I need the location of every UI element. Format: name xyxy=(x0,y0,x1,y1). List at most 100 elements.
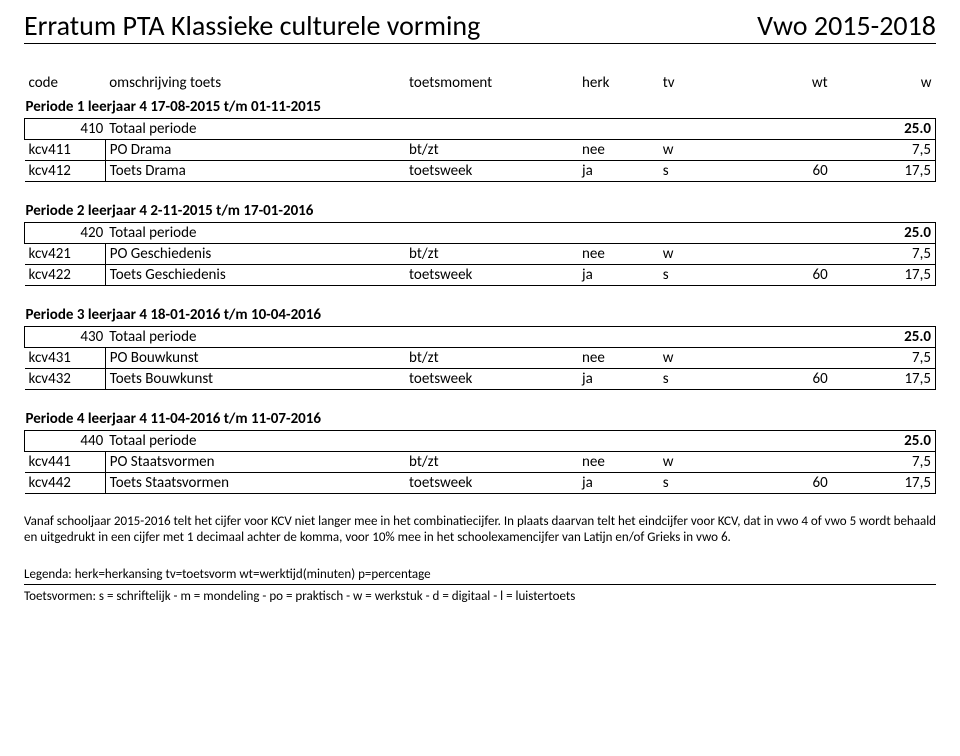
cell-omschrijving: Toets Bouwkunst xyxy=(105,369,405,390)
cell-moment: bt/zt xyxy=(405,452,578,473)
total-row: 430Totaal periode25.0 xyxy=(25,327,936,348)
col-herk: herk xyxy=(578,72,659,94)
cell-wt xyxy=(728,452,832,473)
cell-tv: w xyxy=(659,244,728,265)
cell-code: kcv421 xyxy=(25,244,106,265)
cell-moment: toetsweek xyxy=(405,161,578,182)
cell-w: 17,5 xyxy=(832,369,936,390)
page: Erratum PTA Klassieke culturele vorming … xyxy=(0,0,960,756)
col-code: code xyxy=(25,72,106,94)
cell-code: kcv432 xyxy=(25,369,106,390)
cell-herk: nee xyxy=(578,348,659,369)
total-row: 410Totaal periode 25.0 xyxy=(25,119,936,140)
cell-omschrijving: Toets Drama xyxy=(105,161,405,182)
page-year: Vwo 2015-2018 xyxy=(757,8,936,43)
cell-wt xyxy=(728,140,832,161)
cell-wt: 60 xyxy=(728,265,832,286)
cell-w: 7,5 xyxy=(832,244,936,265)
cell-omschrijving: Toets Geschiedenis xyxy=(105,265,405,286)
cell-w: 17,5 xyxy=(832,161,936,182)
cell-w: 7,5 xyxy=(832,348,936,369)
total-label: Totaal periode xyxy=(105,119,405,140)
cell-wt: 60 xyxy=(728,161,832,182)
table-row: kcv421PO Geschiedenisbt/ztneew 7,5 xyxy=(25,244,936,265)
cell-herk: nee xyxy=(578,452,659,473)
cell-herk: nee xyxy=(578,140,659,161)
total-w: 25.0 xyxy=(832,431,936,452)
total-w: 25.0 xyxy=(832,119,936,140)
period-title: Periode 4 leerjaar 4 11-04-2016 t/m 11-0… xyxy=(25,406,936,431)
period-title: Periode 1 leerjaar 4 17-08-2015 t/m 01-1… xyxy=(25,94,936,119)
cell-tv: w xyxy=(659,140,728,161)
cell-code: kcv412 xyxy=(25,161,106,182)
period-title-text: Periode 3 leerjaar 4 18-01-2016 t/m 10-0… xyxy=(25,302,936,327)
cell-tv: w xyxy=(659,452,728,473)
total-w: 25.0 xyxy=(832,327,936,348)
cell-moment: toetsweek xyxy=(405,473,578,494)
cell-code: kcv441 xyxy=(25,452,106,473)
cell-omschrijving: PO Bouwkunst xyxy=(105,348,405,369)
col-wt: wt xyxy=(728,72,832,94)
cell-moment: toetsweek xyxy=(405,265,578,286)
cell-w: 17,5 xyxy=(832,265,936,286)
cell-tv: s xyxy=(659,161,728,182)
cell-herk: ja xyxy=(578,369,659,390)
explanation-text: Vanaf schooljaar 2015-2016 telt het cijf… xyxy=(24,514,936,547)
period-title: Periode 2 leerjaar 4 2-11-2015 t/m 17-01… xyxy=(25,198,936,223)
spacer xyxy=(25,390,936,407)
period-title-text: Periode 4 leerjaar 4 11-04-2016 t/m 11-0… xyxy=(25,406,936,431)
cell-moment: bt/zt xyxy=(405,140,578,161)
cell-omschrijving: PO Drama xyxy=(105,140,405,161)
cell-omschrijving: PO Geschiedenis xyxy=(105,244,405,265)
col-omschrijving: omschrijving toets xyxy=(105,72,405,94)
cell-tv: w xyxy=(659,348,728,369)
total-label: Totaal periode xyxy=(105,327,405,348)
column-header-row: codeomschrijving toetstoetsmomentherktvw… xyxy=(25,72,936,94)
table-row: kcv431PO Bouwkunstbt/ztneew 7,5 xyxy=(25,348,936,369)
total-label: Totaal periode xyxy=(105,431,405,452)
cell-tv: s xyxy=(659,265,728,286)
cell-wt xyxy=(728,244,832,265)
total-code: 410 xyxy=(25,119,106,140)
total-code: 420 xyxy=(25,223,106,244)
period-title-text: Periode 1 leerjaar 4 17-08-2015 t/m 01-1… xyxy=(25,94,936,119)
cell-wt: 60 xyxy=(728,369,832,390)
col-toetsmoment: toetsmoment xyxy=(405,72,578,94)
cell-code: kcv422 xyxy=(25,265,106,286)
cell-omschrijving: Toets Staatsvormen xyxy=(105,473,405,494)
cell-tv: s xyxy=(659,473,728,494)
cell-herk: ja xyxy=(578,161,659,182)
cell-moment: bt/zt xyxy=(405,348,578,369)
cell-w: 17,5 xyxy=(832,473,936,494)
toetsvormen-text: Toetsvormen: s = schriftelijk - m = mond… xyxy=(24,589,936,604)
page-title: Erratum PTA Klassieke culturele vorming xyxy=(24,8,480,43)
total-row: 420Totaal periode 25.0 xyxy=(25,223,936,244)
spacer xyxy=(25,286,936,303)
table-row: kcv422Toets Geschiedenistoetsweekjas6017… xyxy=(25,265,936,286)
legend-text: Legenda: herk=herkansing tv=toetsvorm wt… xyxy=(24,567,936,585)
total-label: Totaal periode xyxy=(105,223,405,244)
table-row: kcv411PO Dramabt/ztneew7,5 xyxy=(25,140,936,161)
period-title-text: Periode 2 leerjaar 4 2-11-2015 t/m 17-01… xyxy=(25,198,936,223)
cell-moment: toetsweek xyxy=(405,369,578,390)
table-row: kcv442Toets Staatsvormentoetsweekjas6017… xyxy=(25,473,936,494)
cell-code: kcv431 xyxy=(25,348,106,369)
cell-tv: s xyxy=(659,369,728,390)
table-row: kcv412Toets Dramatoetsweekjas6017,5 xyxy=(25,161,936,182)
col-tv: tv xyxy=(659,72,728,94)
cell-omschrijving: PO Staatsvormen xyxy=(105,452,405,473)
cell-herk: nee xyxy=(578,244,659,265)
cell-wt xyxy=(728,348,832,369)
total-row: 440Totaal periode 25.0 xyxy=(25,431,936,452)
spacer xyxy=(25,182,936,199)
cell-moment: bt/zt xyxy=(405,244,578,265)
cell-wt: 60 xyxy=(728,473,832,494)
pta-table: codeomschrijving toetstoetsmomentherktvw… xyxy=(24,72,936,494)
cell-w: 7,5 xyxy=(832,452,936,473)
page-header: Erratum PTA Klassieke culturele vorming … xyxy=(24,8,936,44)
table-row: kcv432Toets Bouwkunsttoetsweekjas6017,5 xyxy=(25,369,936,390)
total-code: 440 xyxy=(25,431,106,452)
period-title: Periode 3 leerjaar 4 18-01-2016 t/m 10-0… xyxy=(25,302,936,327)
total-w: 25.0 xyxy=(832,223,936,244)
cell-code: kcv411 xyxy=(25,140,106,161)
